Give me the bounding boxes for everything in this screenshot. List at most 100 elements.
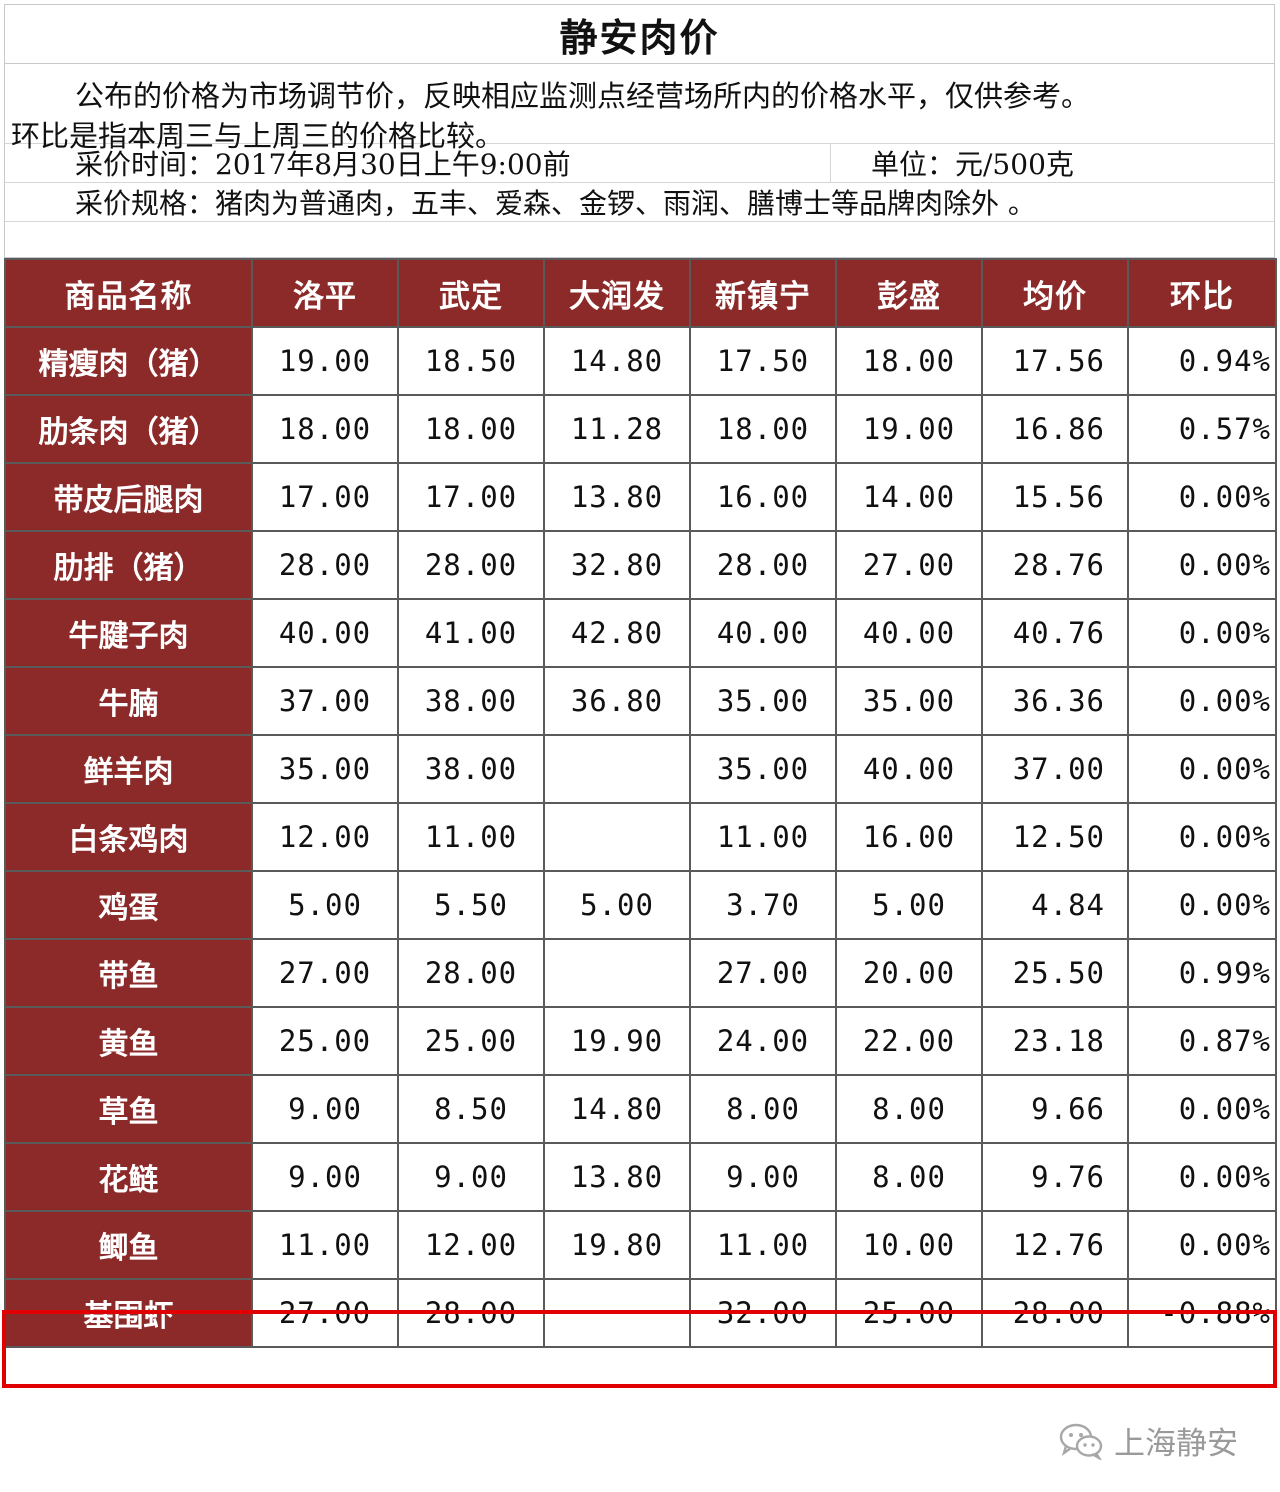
price-cell: 28.00: [397, 530, 545, 600]
price-cell: 28.00: [251, 530, 399, 600]
price-cell: 27.00: [251, 938, 399, 1008]
change-cell: 0.00%: [1127, 462, 1277, 532]
price-cell: 8.00: [689, 1074, 837, 1144]
change-cell: 0.94%: [1127, 326, 1277, 396]
unit-label: 单位：元/500克: [871, 148, 1074, 181]
column-header: 新镇宁: [689, 258, 837, 328]
column-header: 洛平: [251, 258, 399, 328]
price-table: 商品名称 洛平 武定 大润发 新镇宁 彭盛 均价 环比 精瘦肉（猪） 19.00 18.50 14.…: [4, 258, 1277, 1348]
collection-time: 采价时间：2017年8月30日上午9:00前: [5, 144, 831, 182]
table-row: 黄鱼 25.00 25.00 19.90 24.00 22.00 23.18 0.87%: [4, 1006, 1277, 1076]
average-price-cell: 37.00: [981, 734, 1129, 804]
price-cell: 22.00: [835, 1006, 983, 1076]
table-body: 精瘦肉（猪） 19.00 18.50 14.80 17.50 18.00 17.56 0.94…: [4, 326, 1277, 1348]
product-name-cell: 牛腱子肉: [4, 598, 253, 668]
column-header: 武定: [397, 258, 545, 328]
price-cell: 9.00: [397, 1142, 545, 1212]
table-row: 白条鸡肉 12.00 11.00 11.00 16.00 12.50 0.00%: [4, 802, 1277, 872]
price-cell: 10.00: [835, 1210, 983, 1280]
change-cell: 0.00%: [1127, 530, 1277, 600]
table-row: 鲫鱼 11.00 12.00 19.80 11.00 10.00 12.76 0.00%: [4, 1210, 1277, 1280]
price-cell: 19.90: [543, 1006, 691, 1076]
price-cell: 12.00: [251, 802, 399, 872]
price-cell: 40.00: [835, 598, 983, 668]
price-cell: 28.00: [397, 938, 545, 1008]
price-cell: 12.00: [397, 1210, 545, 1280]
average-price-cell: 25.50: [981, 938, 1129, 1008]
change-cell: 0.57%: [1127, 394, 1277, 464]
notes-line-1: 公布的价格为市场调节价，反映相应监测点经营场所内的价格水平，仅供参考。: [75, 79, 1091, 113]
average-price-cell: 28.76: [981, 530, 1129, 600]
price-cell: 32.80: [543, 530, 691, 600]
price-cell: 18.00: [689, 394, 837, 464]
change-cell: 0.00%: [1127, 666, 1277, 736]
price-cell: 41.00: [397, 598, 545, 668]
price-cell: 19.00: [251, 326, 399, 396]
price-cell: 40.00: [835, 734, 983, 804]
price-cell: 17.50: [689, 326, 837, 396]
price-cell: [543, 734, 691, 804]
price-cell: 40.00: [251, 598, 399, 668]
product-name-cell: 带皮后腿肉: [4, 462, 253, 532]
price-cell: 11.00: [689, 1210, 837, 1280]
price-cell: 35.00: [689, 666, 837, 736]
watermark: 上海静安: [1058, 1418, 1238, 1463]
price-cell: 18.00: [251, 394, 399, 464]
change-cell: -0.88%: [1127, 1278, 1277, 1348]
product-name-cell: 肋条肉（猪）: [4, 394, 253, 464]
table-row: 肋条肉（猪） 18.00 18.00 11.28 18.00 19.00 16.86 0.57…: [4, 394, 1277, 464]
product-name-cell: 草鱼: [4, 1074, 253, 1144]
change-cell: 0.00%: [1127, 598, 1277, 668]
meta-row: 采价时间：2017年8月30日上午9:00前 单位：元/500克: [5, 144, 1274, 183]
price-cell: 5.00: [251, 870, 399, 940]
product-name-cell: 鲜羊肉: [4, 734, 253, 804]
price-cell: 9.00: [251, 1142, 399, 1212]
price-cell: 11.28: [543, 394, 691, 464]
price-cell: 18.50: [397, 326, 545, 396]
table-row: 带鱼 27.00 28.00 27.00 20.00 25.50 0.99%: [4, 938, 1277, 1008]
table-row: 鸡蛋 5.00 5.50 5.00 3.70 5.00 4.84 0.00%: [4, 870, 1277, 940]
column-header: 商品名称: [4, 258, 253, 328]
price-cell: 3.70: [689, 870, 837, 940]
average-price-cell: 12.50: [981, 802, 1129, 872]
product-name-cell: 白条鸡肉: [4, 802, 253, 872]
price-cell: 18.00: [835, 326, 983, 396]
price-cell: 37.00: [251, 666, 399, 736]
price-cell: 11.00: [251, 1210, 399, 1280]
price-cell: 32.00: [689, 1278, 837, 1348]
product-name-cell: 黄鱼: [4, 1006, 253, 1076]
average-price-cell: 9.66: [981, 1074, 1129, 1144]
price-cell: 14.00: [835, 462, 983, 532]
product-name-cell: 牛腩: [4, 666, 253, 736]
average-price-cell: 12.76: [981, 1210, 1129, 1280]
price-cell: 35.00: [835, 666, 983, 736]
price-cell: 9.00: [251, 1074, 399, 1144]
price-cell: 25.00: [251, 1006, 399, 1076]
price-cell: 8.00: [835, 1074, 983, 1144]
table-row: 肋排（猪） 28.00 28.00 32.80 28.00 27.00 28.76 0.00%: [4, 530, 1277, 600]
price-cell: 40.00: [689, 598, 837, 668]
price-cell: 42.80: [543, 598, 691, 668]
column-header: 环比: [1127, 258, 1277, 328]
change-cell: 0.00%: [1127, 870, 1277, 940]
price-cell: 18.00: [397, 394, 545, 464]
product-name-cell: 肋排（猪）: [4, 530, 253, 600]
product-name-cell: 精瘦肉（猪）: [4, 326, 253, 396]
price-cell: [543, 802, 691, 872]
blank-row: [5, 222, 1274, 257]
average-price-cell: 15.56: [981, 462, 1129, 532]
price-cell: 24.00: [689, 1006, 837, 1076]
notes-paragraph: 公布的价格为市场调节价，反映相应监测点经营场所内的价格水平，仅供参考。 环比是指…: [5, 64, 1274, 153]
table-row: 牛腩 37.00 38.00 36.80 35.00 35.00 36.36 0.00%: [4, 666, 1277, 736]
price-sheet: 静安肉价 公布的价格为市场调节价，反映相应监测点经营场所内的价格水平，仅供参考。…: [4, 4, 1277, 1348]
price-cell: 13.80: [543, 1142, 691, 1212]
average-price-cell: 40.76: [981, 598, 1129, 668]
average-price-cell: 9.76: [981, 1142, 1129, 1212]
price-cell: 35.00: [689, 734, 837, 804]
product-name-cell: 基围虾: [4, 1278, 253, 1348]
change-cell: 0.99%: [1127, 938, 1277, 1008]
price-cell: 5.00: [543, 870, 691, 940]
price-cell: 13.80: [543, 462, 691, 532]
table-row: 花鲢 9.00 9.00 13.80 9.00 8.00 9.76 0.00%: [4, 1142, 1277, 1212]
price-cell: 27.00: [251, 1278, 399, 1348]
